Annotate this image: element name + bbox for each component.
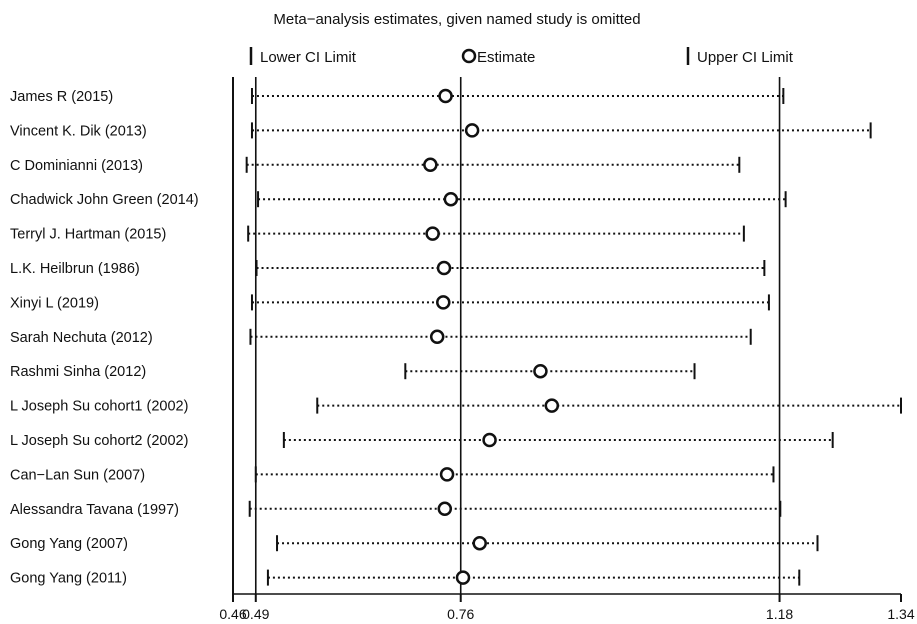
estimate-marker bbox=[464, 123, 480, 138]
legend-upper-label: Upper CI Limit bbox=[697, 49, 794, 66]
estimate-marker bbox=[423, 157, 438, 173]
study-label: C Dominianni (2013) bbox=[10, 158, 143, 174]
estimate-marker bbox=[429, 329, 445, 345]
x-tick-label: 0.76 bbox=[447, 606, 474, 622]
chart-title: Meta−analysis estimates, given named stu… bbox=[273, 11, 640, 28]
x-tick-label: 0.49 bbox=[242, 606, 269, 622]
legend-lower-label: Lower CI Limit bbox=[260, 49, 357, 66]
study-label: Alessandra Tavana (1997) bbox=[10, 502, 179, 518]
x-tick-label: 1.34 bbox=[887, 606, 914, 622]
study-label: Sarah Nechuta (2012) bbox=[10, 330, 153, 346]
estimate-marker bbox=[425, 226, 440, 241]
estimate-marker bbox=[436, 260, 452, 276]
x-tick-label: 0.46 bbox=[219, 606, 246, 622]
estimate-marker bbox=[544, 398, 560, 413]
legend-estimate-marker bbox=[461, 48, 477, 64]
estimate-marker bbox=[437, 501, 453, 517]
study-label: Rashmi Sinha (2012) bbox=[10, 364, 146, 380]
study-label: L.K. Heilbrun (1986) bbox=[10, 261, 140, 277]
estimate-marker bbox=[455, 570, 471, 585]
study-label: Gong Yang (2007) bbox=[10, 536, 128, 552]
study-label: L Joseph Su cohort1 (2002) bbox=[10, 399, 188, 415]
legend: Lower CI Limit Estimate Upper CI Limit bbox=[249, 47, 794, 66]
plot-frame bbox=[232, 77, 781, 594]
study-label: Chadwick John Green (2014) bbox=[10, 192, 199, 208]
study-label: L Joseph Su cohort2 (2002) bbox=[10, 433, 188, 449]
study-label: Vincent K. Dik (2013) bbox=[10, 123, 147, 139]
x-tick-label: 1.18 bbox=[766, 606, 793, 622]
study-label: Xinyi L (2019) bbox=[10, 295, 99, 311]
study-label: Can−Lan Sun (2007) bbox=[10, 467, 145, 483]
estimate-marker bbox=[438, 88, 453, 104]
legend-estimate-label: Estimate bbox=[477, 49, 535, 66]
estimate-marker bbox=[436, 295, 451, 310]
estimate-marker bbox=[443, 191, 459, 207]
estimate-marker bbox=[533, 363, 548, 379]
estimate-marker bbox=[472, 535, 487, 551]
x-axis: 0.460.49 0.76 1.18 1.34 bbox=[219, 593, 915, 622]
estimate-marker bbox=[482, 432, 497, 448]
estimate-marker bbox=[439, 467, 455, 482]
study-label: James R (2015) bbox=[10, 89, 113, 105]
study-label: Terryl J. Hartman (2015) bbox=[10, 227, 166, 243]
study-label: Gong Yang (2011) bbox=[10, 571, 127, 587]
study-rows: James R (2015) Vincent K. Dik (2013) C Dom… bbox=[10, 88, 902, 587]
